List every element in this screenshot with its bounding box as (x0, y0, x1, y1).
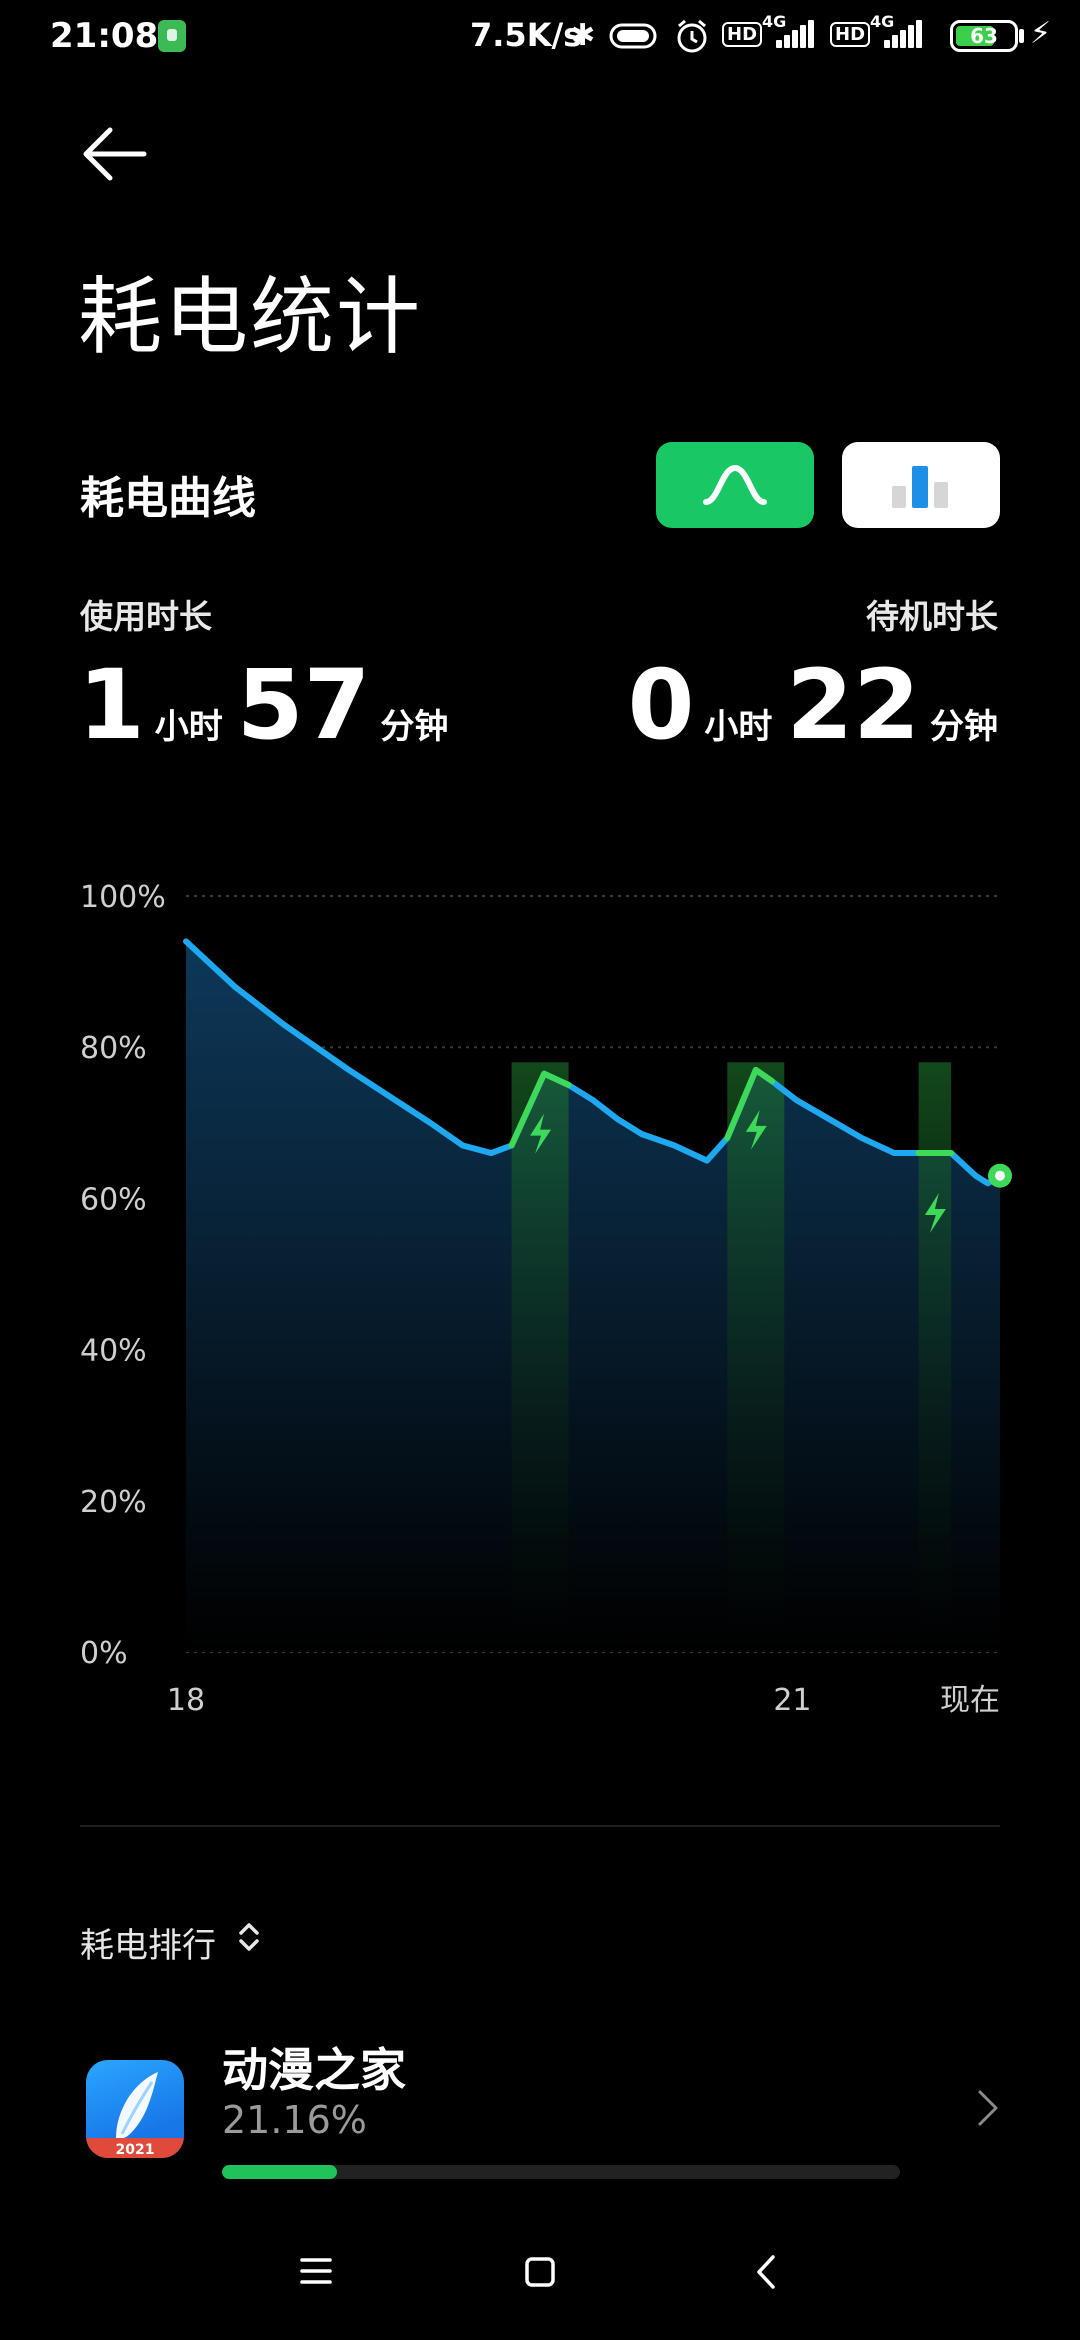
nav-back-icon[interactable] (756, 2254, 776, 2290)
status-time: 21:08 (50, 16, 159, 56)
curve-icon (703, 464, 767, 505)
standby-minutes: 22 (786, 649, 920, 761)
section-divider (80, 1825, 1000, 1827)
charging-line (508, 1070, 572, 1149)
usage-label: 使用时长 (80, 597, 212, 636)
chevron-right-icon[interactable] (976, 2088, 1000, 2128)
y-tick-label: 0% (80, 1636, 128, 1671)
x-tick-label: 现在 (940, 1683, 1000, 1718)
bluetooth-icon: ✱ (570, 18, 596, 53)
ranking-title[interactable]: 耗电排行 (80, 1926, 216, 1966)
sort-toggle-icon[interactable] (235, 1920, 263, 1954)
standby-hours-unit: 小时 (704, 707, 773, 747)
standby-minutes-unit: 分钟 (930, 707, 998, 747)
network-type: 4G (762, 12, 787, 31)
alarm-icon (677, 19, 707, 53)
y-tick-label: 20% (80, 1485, 147, 1520)
vibrate-icon (609, 23, 657, 49)
usage-minutes-unit: 分钟 (380, 707, 449, 747)
y-tick-label: 40% (80, 1334, 147, 1369)
charging-band (727, 1062, 785, 1652)
nav-menu-icon[interactable] (300, 2256, 332, 2286)
battery-icon: 63 (950, 20, 1018, 52)
charging-line (724, 1066, 776, 1141)
network-type-2: 4G (870, 12, 895, 31)
battery-area (186, 941, 1000, 1652)
back-arrow-icon[interactable] (82, 126, 148, 182)
hd-badge-2: HD (830, 22, 871, 47)
feather-logo-icon: 2021 (86, 2072, 184, 2158)
y-tick-label: 80% (80, 1031, 147, 1066)
signal-icon (776, 20, 816, 48)
signal-icon-2 (884, 20, 924, 48)
x-tick-label: 18 (167, 1683, 205, 1718)
hd-badge: HD (722, 22, 763, 47)
app-icon[interactable]: 2021 (86, 2060, 184, 2158)
app-name: 动漫之家 (222, 2043, 406, 2097)
x-tick-label: 21 (773, 1683, 811, 1718)
curve-view-button[interactable] (656, 442, 814, 528)
battery-chart: 100% 80% 60% 40% 20% 0% 18 21 现在 (80, 880, 1012, 1718)
charging-bolt-icon (745, 1109, 767, 1150)
standby-hours: 0 (627, 649, 695, 761)
charging-bolt-icon (530, 1113, 552, 1154)
page-title: 耗电统计 (78, 268, 423, 366)
standby-label: 待机时长 (866, 597, 998, 636)
charging-bolt-icon: ⚡ (1030, 16, 1052, 51)
battery-level: 63 (970, 24, 998, 48)
app-percent: 21.16% (222, 2098, 367, 2142)
nav-home-icon[interactable] (524, 2256, 556, 2288)
usage-hours-unit: 小时 (154, 707, 223, 747)
status-bar: 21:08 7.5K/s ✱ HD 4G HD 4G 63 ⚡ (0, 0, 1080, 72)
charging-band (511, 1062, 569, 1652)
app-usage-bar (222, 2165, 900, 2179)
current-point-center (995, 1170, 1005, 1181)
standby-duration: 0 小时 22 分钟 (628, 650, 1012, 788)
network-speed: 7.5K/s (470, 16, 583, 54)
battery-line (183, 938, 1003, 1187)
y-tick-label: 100% (80, 880, 166, 915)
section-title: 耗电曲线 (80, 473, 256, 524)
battery-cap (1019, 29, 1024, 43)
bar-view-button[interactable] (842, 442, 1000, 528)
usage-duration: 1 小时 57 分钟 (78, 650, 462, 788)
y-tick-label: 60% (80, 1182, 147, 1217)
charging-bolt-icon (924, 1193, 946, 1234)
security-shield-icon (158, 20, 186, 52)
charging-band (918, 1062, 952, 1652)
app-icon-badge: 2021 (116, 2142, 155, 2158)
bar-chart-icon (892, 466, 948, 508)
usage-minutes: 57 (236, 649, 371, 761)
usage-hours: 1 (78, 649, 145, 761)
app-usage-bar-fill (222, 2165, 338, 2179)
